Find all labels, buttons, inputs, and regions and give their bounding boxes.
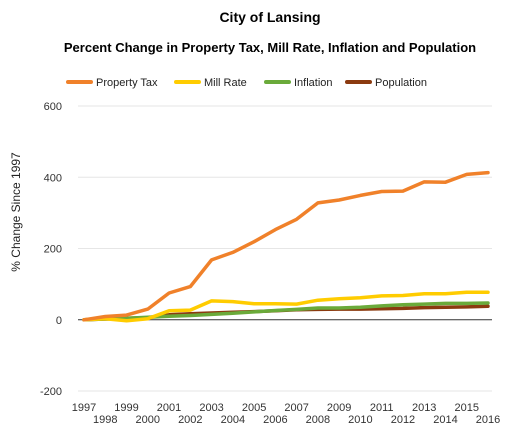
legend-label: Mill Rate bbox=[204, 77, 247, 89]
x-tick-label: 2013 bbox=[412, 402, 436, 414]
x-tick-label: 2014 bbox=[433, 414, 457, 426]
legend-label: Property Tax bbox=[96, 77, 158, 89]
y-tick-label: 0 bbox=[56, 315, 62, 327]
y-tick-label: 600 bbox=[44, 101, 62, 113]
series-lines bbox=[82, 170, 490, 323]
x-tick-label: 2016 bbox=[476, 414, 500, 426]
grid bbox=[78, 105, 492, 392]
x-tick-label: 2010 bbox=[348, 414, 372, 426]
legend-label: Inflation bbox=[294, 77, 333, 89]
x-tick-label: 2007 bbox=[284, 402, 308, 414]
y-tick-label: 400 bbox=[44, 172, 62, 184]
x-tick-label: 2003 bbox=[199, 402, 223, 414]
x-tick-label: 2000 bbox=[136, 414, 160, 426]
x-tick-label: 2008 bbox=[306, 414, 330, 426]
x-tick-label: 2001 bbox=[157, 402, 181, 414]
x-tick-label: 1998 bbox=[93, 414, 117, 426]
y-tick-label: 200 bbox=[44, 244, 62, 256]
x-tick-label: 1997 bbox=[72, 402, 96, 414]
legend-label: Population bbox=[375, 77, 427, 89]
series-line-property-tax bbox=[82, 170, 490, 322]
x-tick-label: 2004 bbox=[221, 414, 245, 426]
y-tick-label: -200 bbox=[40, 386, 62, 398]
x-tick-label: 2005 bbox=[242, 402, 266, 414]
legend: Property Tax Mill Rate Inflation Population bbox=[66, 77, 427, 89]
series-line-mill-rate bbox=[82, 290, 490, 323]
x-tick-label: 2011 bbox=[370, 402, 394, 414]
y-axis-ticks: -200 0 200 400 600 bbox=[40, 101, 62, 398]
x-tick-label: 2002 bbox=[178, 414, 202, 426]
x-tick-label: 2009 bbox=[327, 402, 351, 414]
x-tick-label: 2006 bbox=[263, 414, 287, 426]
x-tick-label: 2015 bbox=[454, 402, 478, 414]
y-axis-label: % Change Since 1997 bbox=[9, 152, 23, 272]
x-tick-label: 2012 bbox=[391, 414, 415, 426]
x-axis-ticks: 1997199819992000200120022003200420052006… bbox=[72, 402, 500, 426]
chart-title: City of Lansing bbox=[219, 9, 320, 25]
chart-subtitle: Percent Change in Property Tax, Mill Rat… bbox=[64, 40, 476, 55]
x-tick-label: 1999 bbox=[114, 402, 138, 414]
